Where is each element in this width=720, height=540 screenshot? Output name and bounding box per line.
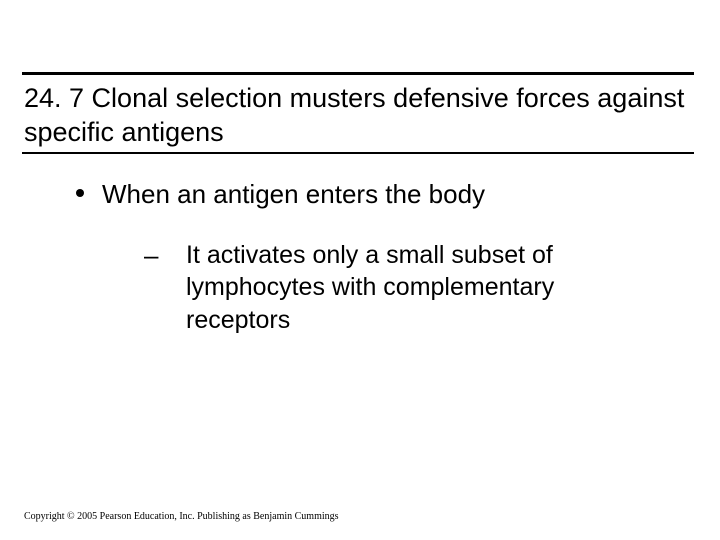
bullet-level1: When an antigen enters the body	[76, 178, 696, 211]
bullet-level2-text: It activates only a small subset of lymp…	[186, 239, 616, 337]
copyright-text: Copyright © 2005 Pearson Education, Inc.…	[24, 511, 339, 522]
bullet-level2: – It activates only a small subset of ly…	[144, 239, 696, 337]
title-top-rule	[22, 72, 694, 75]
dash-icon: –	[144, 239, 162, 273]
body-area: When an antigen enters the body – It act…	[24, 178, 696, 352]
slide-title: 24. 7 Clonal selection musters defensive…	[24, 82, 696, 150]
slide-container: 24. 7 Clonal selection musters defensive…	[0, 0, 720, 540]
title-underline	[22, 152, 694, 154]
bullet-level1-text: When an antigen enters the body	[102, 178, 485, 211]
bullet-dot-icon	[76, 189, 84, 197]
